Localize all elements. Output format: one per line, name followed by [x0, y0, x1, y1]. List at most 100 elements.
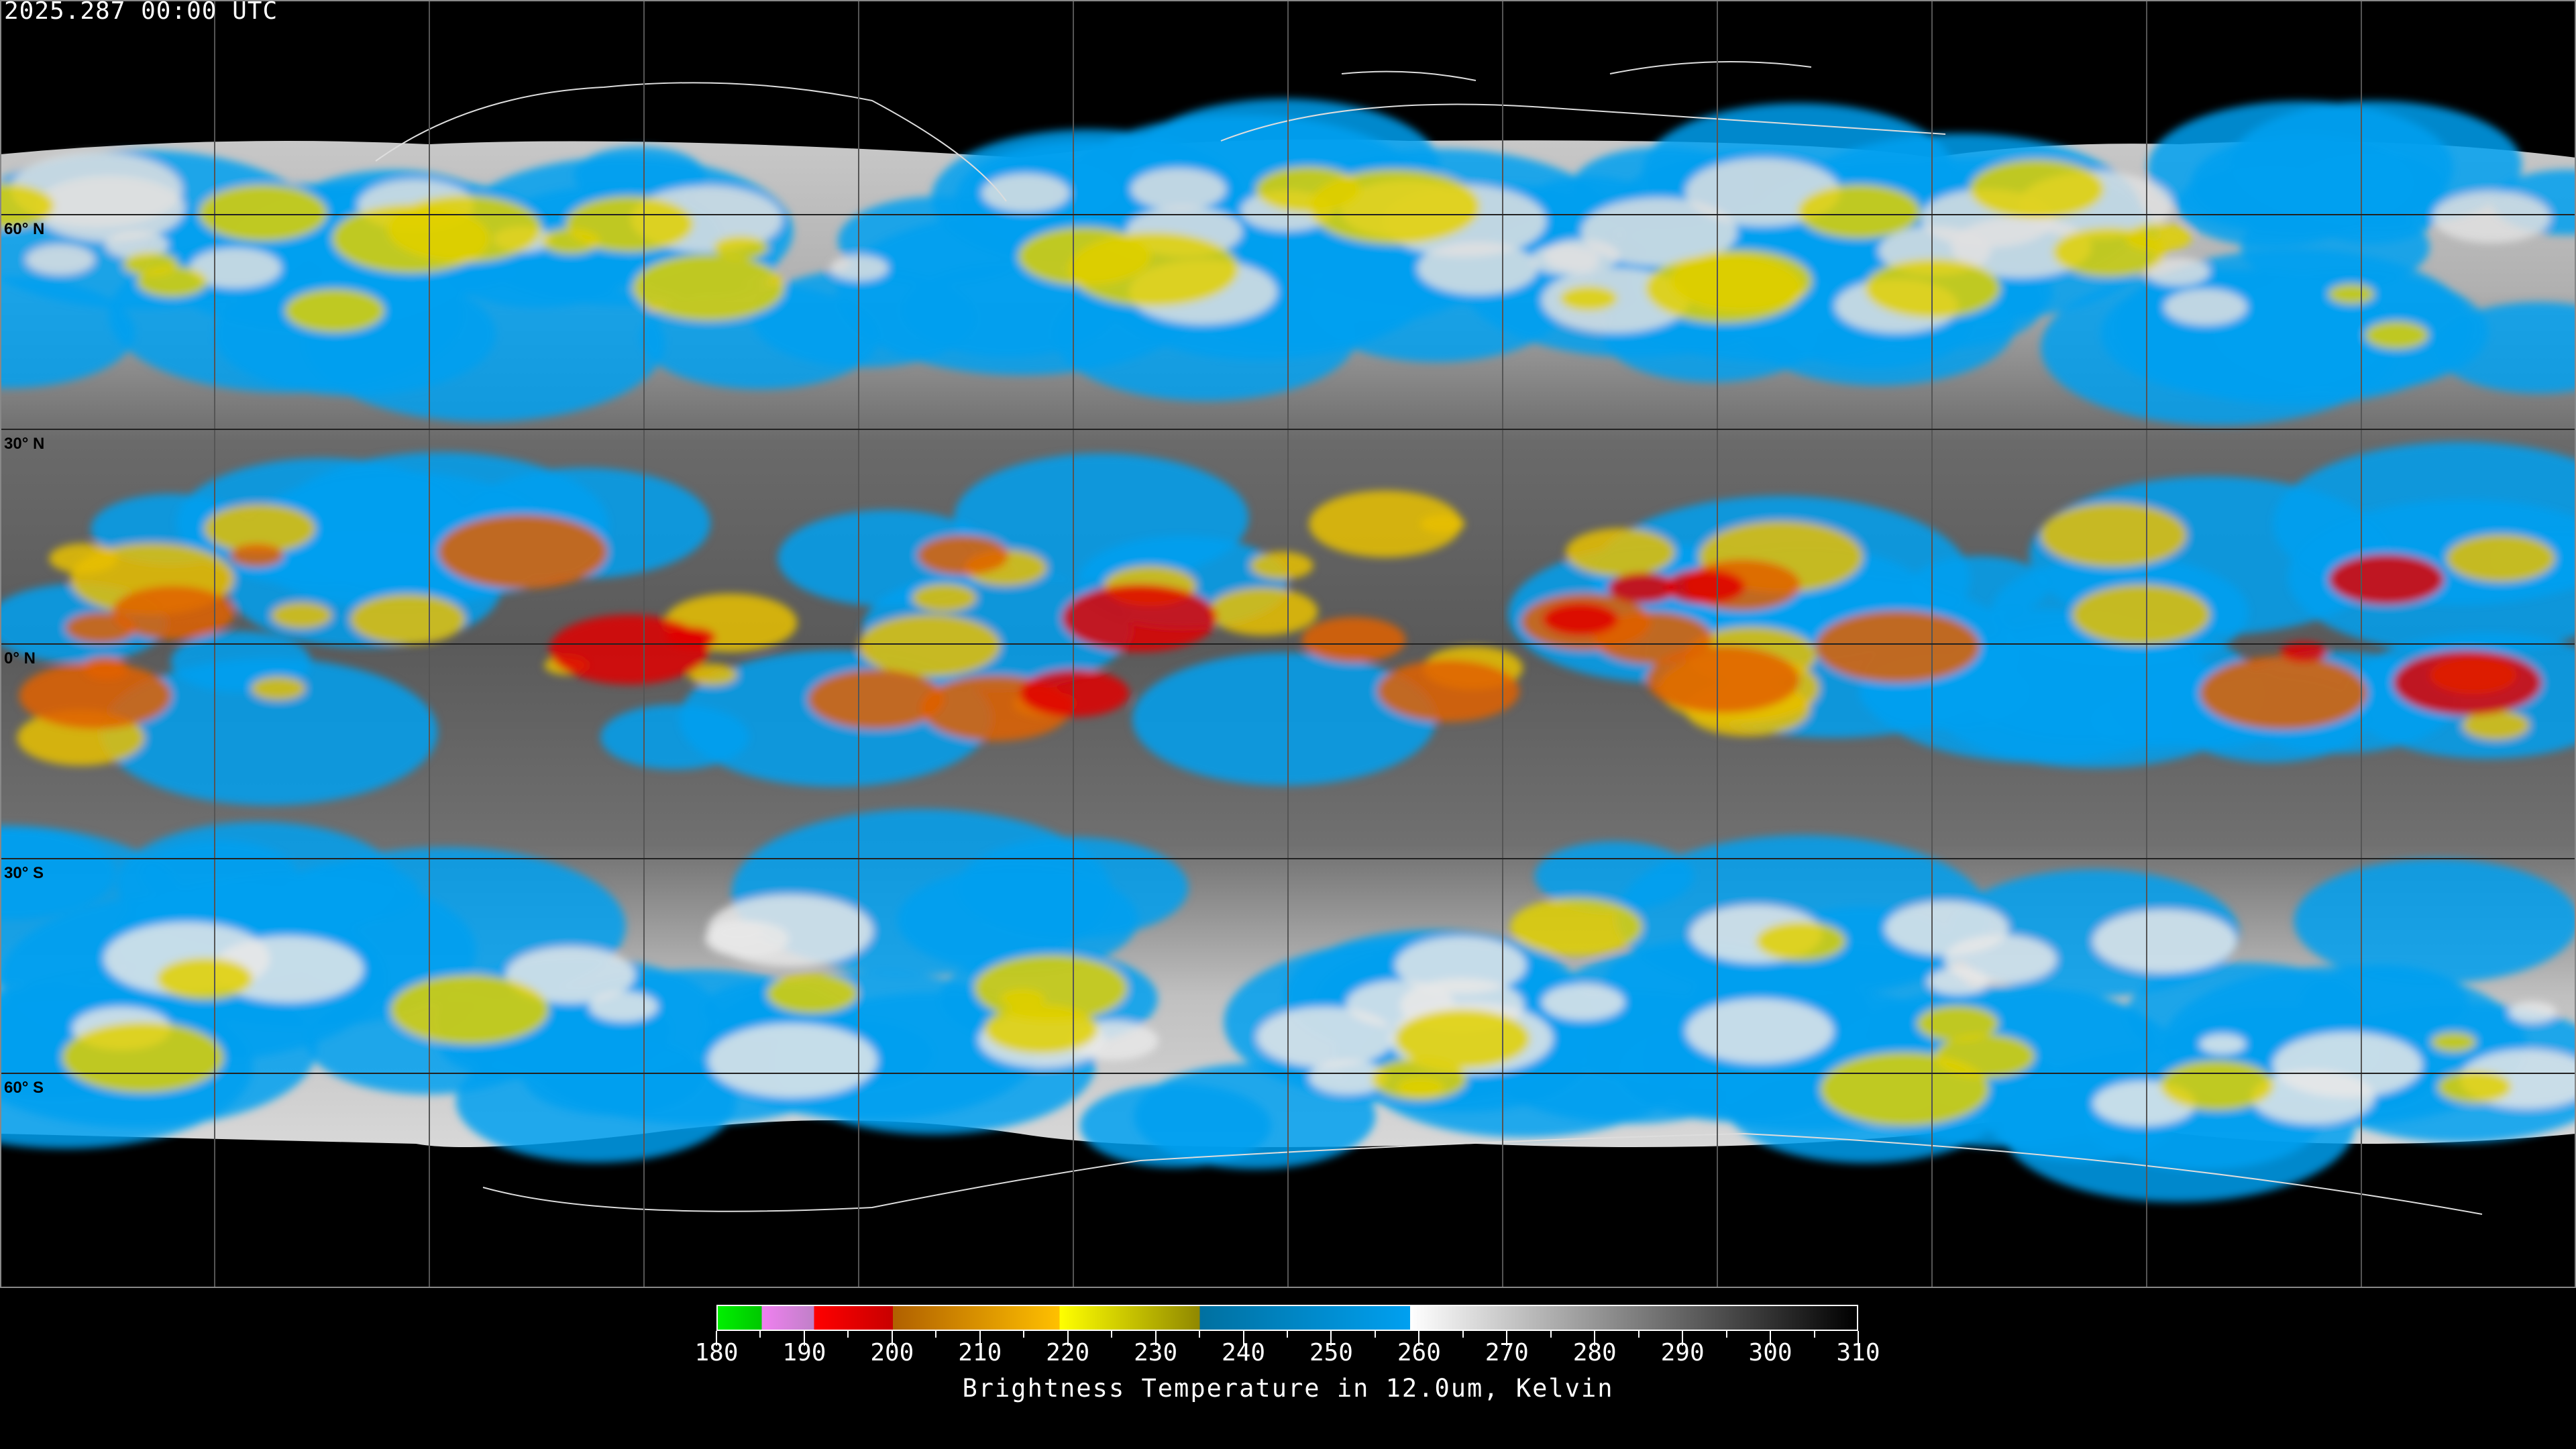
cloud-region — [1510, 898, 1643, 956]
cloud-region — [2294, 859, 2576, 983]
cloud-region — [2328, 554, 2445, 605]
cloud-region — [1924, 619, 2265, 768]
colorbar-tick — [803, 1331, 805, 1346]
colorbar-tick-label: 230 — [1134, 1339, 1178, 1366]
cloud-region — [2164, 288, 2247, 325]
colorbar-title: Brightness Temperature in 12.0um, Kelvin — [962, 1374, 1614, 1403]
colorbar-tick-label: 240 — [1222, 1339, 1266, 1366]
cloud-region — [1020, 669, 1130, 718]
cloud-region — [633, 254, 785, 321]
cloud-region — [2434, 302, 2576, 394]
cloud-region — [1645, 254, 1803, 323]
cloud-region — [101, 658, 438, 806]
colorbar-tick — [1155, 1331, 1157, 1346]
colorbar-tick — [1199, 1331, 1201, 1338]
cloud-region — [117, 822, 400, 946]
cloud-region — [1542, 984, 1625, 1020]
latitude-label: 0° N — [4, 649, 36, 667]
cloud-region — [1208, 588, 1318, 636]
colorbar-tick — [891, 1331, 893, 1346]
cloud-region — [777, 510, 998, 606]
cloud-region — [285, 288, 384, 333]
colorbar-tick-label: 200 — [870, 1339, 914, 1366]
colorbar-tick — [1111, 1331, 1113, 1338]
colorbar-tick — [716, 1331, 717, 1346]
cloud-region — [1377, 659, 1519, 722]
cloud-region — [390, 975, 549, 1044]
colorbar-tick — [1506, 1331, 1508, 1346]
cloud-region — [2040, 503, 2187, 568]
cloud-region — [111, 586, 235, 640]
cloud-region — [912, 584, 977, 612]
cloud-region — [1797, 184, 1921, 239]
cloud-region — [1686, 998, 1833, 1064]
colorbar-tick — [1813, 1331, 1815, 1338]
cloud-region — [2053, 227, 2166, 277]
colorbar-tick — [1418, 1331, 1420, 1346]
colorbar-tick-label: 300 — [1748, 1339, 1792, 1366]
colorbar-tick — [1374, 1331, 1376, 1338]
colorbar-tick-label: 180 — [694, 1339, 739, 1366]
cloud-region — [1935, 1034, 2035, 1079]
colorbar-tick-label: 290 — [1660, 1339, 1705, 1366]
cloud-region — [25, 244, 95, 275]
cloud-region — [901, 263, 1116, 358]
cloud-region — [271, 602, 332, 629]
cloud-region — [2328, 284, 2374, 305]
cloud-region — [204, 504, 316, 553]
colorbar-tick-label: 190 — [782, 1339, 826, 1366]
cloud-region — [1542, 602, 1619, 636]
cloud-region — [251, 676, 306, 700]
colorbar-tick-label: 260 — [1397, 1339, 1441, 1366]
cloud-region — [1927, 967, 1989, 995]
cloud-region — [2160, 1060, 2274, 1110]
cloud-region — [1309, 1059, 1388, 1095]
colorbar-tick — [1330, 1331, 1332, 1346]
cloud-region — [589, 991, 658, 1022]
colorbar-tick — [759, 1331, 761, 1338]
cloud-region — [1531, 244, 1600, 275]
cloud-region — [1646, 645, 1800, 713]
colorbar-tick — [1682, 1331, 1684, 1346]
cloud-region — [1820, 1052, 1989, 1126]
cloud-region — [1560, 286, 1618, 311]
cloud-region — [506, 947, 635, 1004]
colorbar-tick — [1594, 1331, 1596, 1346]
cloud-region — [767, 973, 858, 1014]
cloud-region — [1419, 514, 1465, 534]
colorbar-tick — [847, 1331, 849, 1338]
cloud-region — [2446, 534, 2555, 582]
colorbar-tick-label: 280 — [1572, 1339, 1617, 1366]
cloud-region — [549, 614, 710, 685]
cloud-region — [1951, 216, 2092, 278]
cloud-region — [666, 627, 716, 649]
satellite-map — [0, 0, 2576, 1288]
cloud-region — [1256, 166, 1361, 213]
cloud-region — [2462, 710, 2530, 740]
cloud-region — [2365, 321, 2428, 350]
cloud-region — [2200, 656, 2367, 730]
latitude-label: 30° N — [4, 435, 45, 453]
cloud-region — [2093, 910, 2237, 973]
cloud-region — [2072, 584, 2210, 645]
cloud-region — [387, 195, 541, 263]
colorbar-tick — [935, 1331, 937, 1338]
colorbar-ticks — [0, 1331, 2576, 1358]
cloud-region — [2508, 1002, 2557, 1023]
colorbar — [716, 1305, 1858, 1331]
cloud-region — [437, 515, 608, 589]
colorbar-tick — [1725, 1331, 1727, 1338]
cloud-region — [1395, 936, 1526, 994]
cloud-region — [688, 663, 737, 686]
cloud-region — [2432, 191, 2551, 244]
colorbar-tick — [979, 1331, 981, 1346]
cloud-region — [2145, 258, 2210, 286]
cloud-region — [2393, 650, 2542, 716]
cloud-region — [1132, 653, 1436, 786]
cloud-region — [1250, 551, 1313, 580]
colorbar-tick — [1023, 1331, 1025, 1338]
cloud-region — [1664, 569, 1746, 604]
cloud-region — [1565, 528, 1675, 576]
colorbar-tick — [1638, 1331, 1640, 1338]
latitude-label: 60° S — [4, 1079, 44, 1097]
